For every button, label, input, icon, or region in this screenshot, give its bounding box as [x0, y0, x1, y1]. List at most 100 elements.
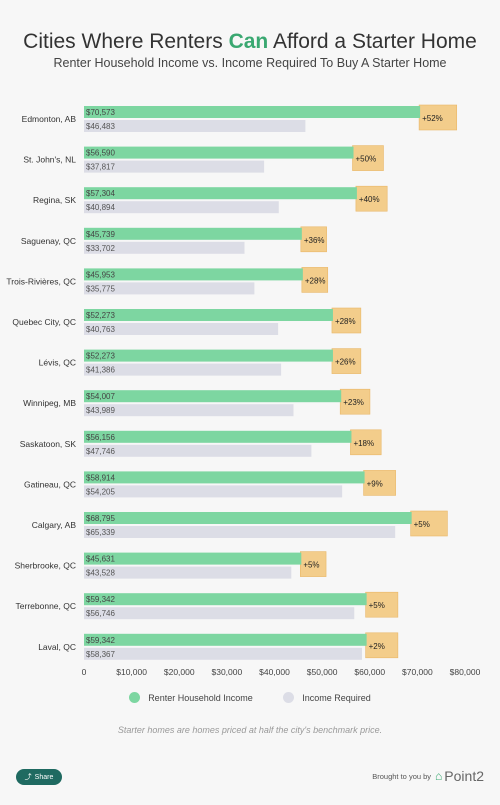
- legend-swatch-income: [129, 692, 141, 703]
- category-label: Calgary, AB: [32, 520, 77, 530]
- required-value-label: $43,989: [86, 406, 115, 415]
- difference-label: +50%: [356, 155, 377, 164]
- income-bar: [84, 471, 365, 484]
- x-tick-label: 0: [82, 667, 87, 677]
- attribution: Brought to you by ⌂ Point2: [372, 768, 484, 784]
- legend-item-required[interactable]: Income Required: [283, 692, 371, 703]
- required-value-label: $43,528: [86, 569, 115, 578]
- category-label: Trois-Rivières, QC: [6, 276, 76, 286]
- difference-box: [331, 307, 362, 334]
- required-value-label: $33,702: [86, 244, 115, 253]
- title-highlight: Can: [228, 30, 269, 53]
- bar-chart: $70,573 $46,483 +52% Edmonton, AB $56,590 $37…: [6, 104, 481, 677]
- income-value-label: $59,342: [86, 595, 115, 604]
- legend-swatch-required: [283, 692, 295, 703]
- difference-label: +5%: [303, 561, 319, 570]
- income-bar: [84, 390, 342, 403]
- difference-label: +36%: [304, 236, 325, 245]
- required-value-label: $65,339: [86, 528, 115, 537]
- x-tick-label: $70,000: [402, 667, 433, 677]
- x-tick-label: $40,000: [259, 667, 290, 677]
- required-bar: [84, 363, 282, 376]
- category-label: Gatineau, QC: [24, 479, 76, 489]
- required-value-label: $35,775: [86, 284, 115, 293]
- required-value-label: $46,483: [86, 122, 115, 131]
- income-bar: [84, 268, 303, 281]
- income-bar: [84, 349, 333, 362]
- income-value-label: $45,631: [86, 555, 115, 564]
- category-label: Sherbrooke, QC: [15, 561, 76, 571]
- required-bar: [84, 201, 279, 214]
- brand-logo[interactable]: ⌂ Point2: [435, 768, 484, 784]
- required-bar: [84, 160, 265, 173]
- difference-label: +40%: [359, 195, 380, 204]
- required-bar: [84, 485, 343, 498]
- difference-box: [352, 145, 384, 171]
- legend: Renter Household Income Income Required: [0, 692, 500, 705]
- required-bar: [84, 607, 355, 620]
- income-value-label: $56,590: [86, 149, 115, 158]
- income-value-label: $57,304: [86, 189, 115, 198]
- difference-box: [410, 510, 448, 537]
- legend-item-income[interactable]: Renter Household Income: [129, 692, 253, 703]
- income-value-label: $58,914: [86, 473, 115, 482]
- share-button[interactable]: ⤴ Share: [16, 769, 62, 785]
- income-value-label: $68,795: [86, 514, 115, 523]
- category-label: Regina, SK: [33, 195, 76, 205]
- income-value-label: $45,739: [86, 230, 115, 239]
- income-bar: [84, 146, 354, 159]
- category-label: Lévis, QC: [39, 358, 76, 368]
- income-value-label: $52,273: [86, 311, 115, 320]
- difference-label: +9%: [367, 479, 383, 488]
- share-icon: ⤴: [24, 774, 32, 781]
- required-value-label: $54,205: [86, 487, 115, 496]
- x-tick-label: $80,000: [450, 667, 481, 677]
- income-bar: [84, 227, 302, 240]
- difference-box: [363, 470, 396, 496]
- x-tick-label: $10,000: [116, 667, 147, 677]
- income-bar: [84, 309, 333, 321]
- category-label: St. John's, NL: [23, 155, 76, 165]
- income-value-label: $45,953: [86, 270, 115, 279]
- difference-box: [350, 429, 382, 456]
- x-tick-label: $60,000: [354, 667, 385, 677]
- difference-label: +18%: [353, 439, 374, 448]
- category-label: Terrebonne, QC: [16, 601, 76, 611]
- category-label: Saskatoon, SK: [20, 439, 77, 449]
- home-icon: ⌂: [435, 769, 443, 783]
- legend-label-income: Renter Household Income: [148, 692, 253, 703]
- chart-title: Cities Where Renters Can Afford a Starte…: [0, 30, 500, 54]
- required-bar: [84, 526, 396, 538]
- income-bar: [84, 552, 302, 565]
- brand-name: Point2: [444, 768, 484, 784]
- income-bar: [84, 106, 421, 118]
- difference-box: [300, 551, 327, 577]
- difference-label: +28%: [335, 317, 356, 326]
- difference-label: +5%: [414, 520, 430, 529]
- difference-label: +52%: [422, 114, 443, 123]
- income-value-label: $56,156: [86, 433, 115, 442]
- required-bar: [84, 444, 312, 457]
- difference-box: [331, 348, 362, 374]
- legend-label-required: Income Required: [302, 692, 371, 703]
- share-label: Share: [34, 773, 54, 781]
- difference-box: [365, 591, 399, 618]
- difference-box: [418, 104, 458, 131]
- income-bar: [84, 430, 352, 443]
- footnote: Starter homes are homes priced at half t…: [117, 725, 383, 735]
- difference-label: +23%: [343, 398, 364, 407]
- income-value-label: $59,342: [86, 636, 115, 645]
- x-tick-label: $50,000: [307, 667, 338, 677]
- difference-box: [301, 267, 329, 293]
- required-bar: [84, 566, 292, 579]
- income-value-label: $54,007: [86, 392, 115, 401]
- required-bar: [84, 647, 362, 660]
- required-bar: [84, 404, 294, 417]
- required-value-label: $56,746: [86, 609, 115, 618]
- title-part-2: Afford a Starter Home: [268, 30, 477, 53]
- income-value-label: $52,273: [86, 352, 115, 361]
- category-label: Quebec City, QC: [12, 317, 76, 327]
- chart-subtitle: Renter Household Income vs. Income Requi…: [53, 56, 447, 70]
- category-label: Saguenay, QC: [21, 236, 76, 246]
- required-value-label: $40,763: [86, 325, 115, 334]
